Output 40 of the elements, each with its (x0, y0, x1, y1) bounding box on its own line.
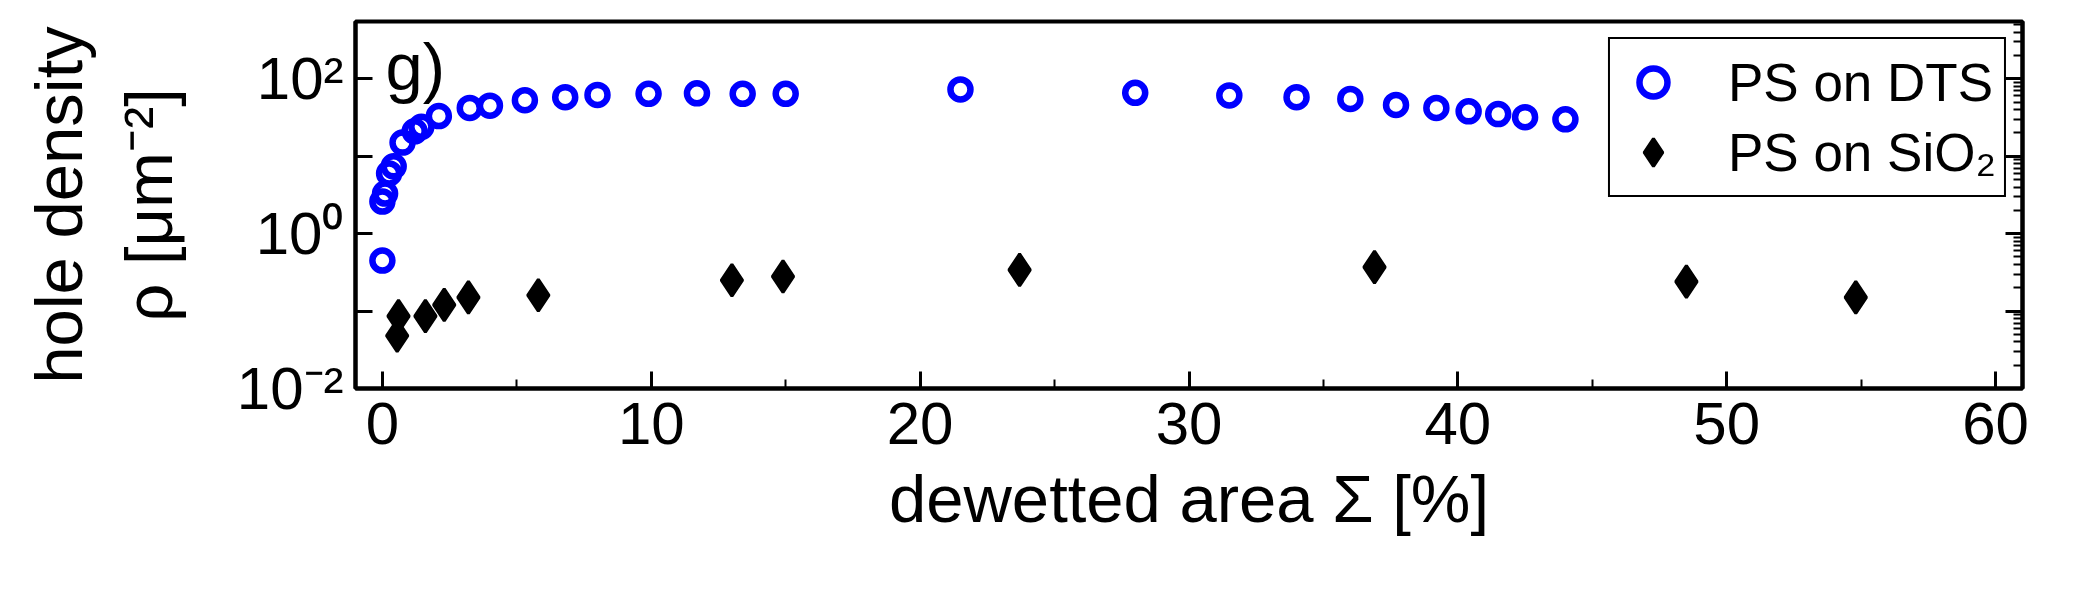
point (369, 247, 396, 274)
point (1337, 85, 1364, 113)
legend-label: PS on DTS (1727, 51, 1994, 114)
point (1216, 82, 1243, 109)
x-axis-title: dewetted area Σ [%] (888, 460, 1490, 536)
point (1283, 83, 1310, 111)
x-tick-label: 20 (886, 389, 954, 457)
y-tick-label: 10⁻² (236, 355, 344, 422)
point (389, 129, 416, 156)
point (456, 94, 484, 122)
point (947, 76, 974, 103)
point (584, 81, 611, 109)
y-tick-label: 10⁰ (255, 200, 344, 268)
x-tick-label: 50 (1693, 389, 1761, 457)
point (1423, 94, 1450, 122)
point (719, 262, 745, 298)
x-tick-label: 30 (1155, 389, 1223, 457)
y-tick-label: 10² (256, 45, 344, 113)
point (1552, 106, 1579, 133)
x-tick-label: 10 (617, 389, 685, 457)
point (729, 80, 756, 108)
x-tick-label: 40 (1424, 389, 1492, 457)
point (425, 102, 453, 130)
point (1484, 100, 1512, 128)
x-tick-label: 60 (1962, 389, 2029, 457)
y-axis-title: hole density ρ [μm⁻²] (20, 25, 186, 384)
legend-label: PS on SiO₂ (1727, 121, 1996, 184)
point (683, 80, 711, 107)
point (1382, 91, 1410, 119)
point (635, 80, 662, 108)
point (1121, 79, 1149, 107)
point (551, 83, 579, 111)
point (511, 86, 539, 114)
annotation: g) (385, 28, 446, 104)
point (476, 92, 504, 119)
point (770, 258, 796, 294)
point (772, 80, 799, 108)
point (1455, 98, 1482, 125)
x-tick-label: 0 (365, 389, 400, 457)
point (1511, 103, 1539, 131)
